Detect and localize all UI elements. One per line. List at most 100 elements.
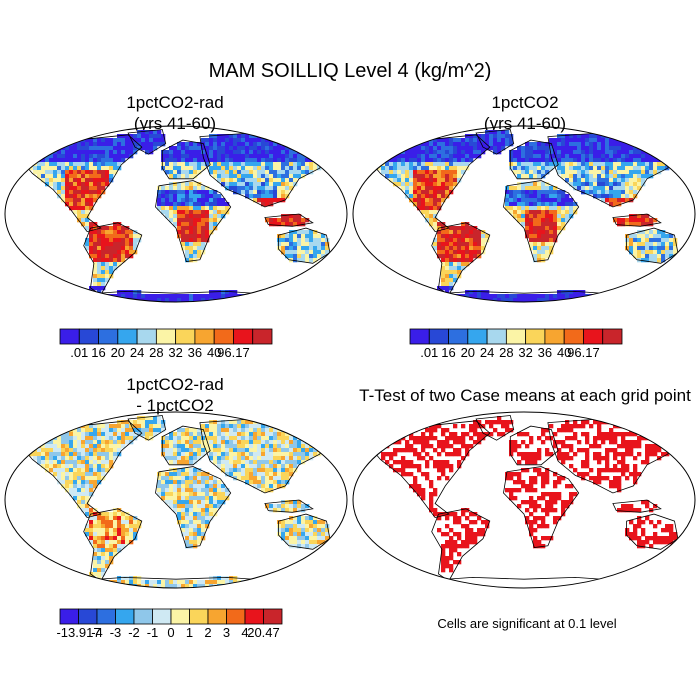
colorbar-3-tick-label: -2 — [128, 625, 140, 640]
map-cells-1 — [25, 130, 330, 302]
coastline-africa — [155, 180, 232, 262]
coastline-greenland — [127, 129, 167, 155]
colorbar-1-box — [194, 328, 215, 345]
coastline-indonesia — [612, 213, 662, 227]
colorbar-1-box — [155, 328, 177, 345]
coastline-north-america — [21, 134, 143, 233]
colorbar-1-box — [98, 328, 119, 345]
coastline-australia — [278, 513, 331, 550]
significance-footnote: Cells are significant at 0.1 level — [437, 616, 617, 631]
panel-title-3-line-2: - 1pctCO2 — [136, 396, 214, 415]
colorbar-1-box — [78, 328, 99, 345]
colorbar-2-box — [428, 328, 449, 345]
colorbar-1-box — [136, 328, 157, 345]
coastline-europe — [509, 139, 559, 180]
colorbar-3-box — [115, 608, 135, 625]
colorbar-3-box — [244, 608, 264, 625]
coastline-indonesia — [612, 499, 662, 513]
colorbar-3-tick-label: -4 — [91, 625, 103, 640]
colorbar-1-box — [117, 328, 138, 345]
panel-title-4: T-Test of two Case means at each grid po… — [350, 385, 700, 406]
map-cells-4 — [373, 416, 678, 573]
colorbar-1-box — [213, 328, 234, 345]
colorbar-1-tick-label: 36 — [188, 345, 202, 360]
colorbar-1-tick-label: 20 — [111, 345, 125, 360]
panel-title-2-line-2: (yrs 41-60) — [483, 114, 567, 133]
panel-title-3: 1pctCO2-rad - 1pctCO2 — [5, 374, 345, 416]
colorbar-3-box — [189, 608, 209, 625]
coastline-south-america — [431, 222, 491, 296]
map-panel-3 — [4, 411, 348, 589]
colorbar-2-tick-label: 96.17 — [567, 345, 600, 360]
map-cells-2 — [373, 130, 678, 302]
colorbar-2-box — [505, 328, 527, 345]
colorbar-1-tick-label: 32 — [168, 345, 182, 360]
main-title: MAM SOILLIQ Level 4 (kg/m^2) — [208, 60, 492, 82]
colorbar-1-tick-label: 16 — [91, 345, 105, 360]
colorbar-1-tick-label: 28 — [149, 345, 163, 360]
coastline-antarctica — [420, 576, 628, 588]
coastline-greenland — [475, 129, 515, 155]
coastline-north-america — [21, 420, 143, 519]
colorbar-2-tick-label: 40 — [557, 345, 571, 360]
colorbar-1-box — [233, 328, 254, 345]
colorbar-2-tick-label: 24 — [480, 345, 494, 360]
coastline-south-america — [83, 222, 143, 296]
map-cells-3 — [25, 416, 330, 588]
colorbar-3-tick-label: 0 — [167, 625, 174, 640]
colorbar-2-box — [486, 328, 507, 345]
colorbar-2-tick-label: .01 — [420, 345, 438, 360]
colorbar-3-box — [78, 608, 98, 625]
colorbar-1-box — [175, 328, 196, 345]
coastline-africa — [503, 466, 580, 548]
coastline-africa — [155, 466, 232, 548]
colorbar-3-box — [152, 608, 172, 625]
coastline-north-america — [369, 420, 491, 519]
colorbar-2-box — [448, 328, 469, 345]
map-frame-4 — [352, 411, 696, 589]
coastline-greenland — [475, 415, 515, 441]
map-frame-3 — [4, 411, 348, 589]
colorbar-3-tick-label: 4 — [241, 625, 248, 640]
coastline-south-america — [431, 508, 491, 582]
coastline-greenland — [127, 415, 167, 441]
colorbar-3-box — [59, 608, 79, 625]
colorbar-2-tick-label: 28 — [499, 345, 513, 360]
colorbar-3-tick-label: 20.47 — [247, 625, 280, 640]
panel-title-2: 1pctCO2 (yrs 41-60) — [355, 92, 695, 134]
colorbar-3-tick-label: 1 — [186, 625, 193, 640]
colorbar-3-box — [263, 608, 283, 625]
colorbar-2-box — [563, 328, 584, 345]
panel-title-3-line-1: 1pctCO2-rad — [126, 375, 224, 394]
colorbar-2-box — [602, 328, 623, 345]
colorbar-1-tick-label: 96.17 — [217, 345, 250, 360]
colorbar-3-box — [133, 608, 153, 625]
colorbar-2-box — [467, 328, 488, 345]
colorbar-2-box — [583, 328, 604, 345]
colorbar-3-box — [170, 608, 190, 625]
coastline-indonesia — [264, 213, 314, 227]
colorbar-3-tick-label: -13.917 — [56, 625, 100, 640]
colorbar-3-box — [226, 608, 246, 625]
colorbar-2-tick-label: 16 — [441, 345, 455, 360]
colorbar-2-box — [409, 328, 430, 345]
map-frame-1 — [4, 125, 348, 303]
colorbar-1-box — [252, 328, 273, 345]
colorbar-2-tick-label: 32 — [518, 345, 532, 360]
panel-title-1-line-1: 1pctCO2-rad — [126, 93, 224, 112]
colorbar-3-tick-label: -3 — [110, 625, 122, 640]
colorbar-3: -13.917-4 -3 -2 -1 0 1 2 3 420.47 — [56, 608, 283, 640]
map-frame-2 — [352, 125, 696, 303]
coastline-europe — [509, 425, 559, 466]
coastline-australia — [626, 227, 679, 264]
colorbar-2-box — [525, 328, 546, 345]
colorbar-1-tick-label: 40 — [207, 345, 221, 360]
colorbar-2-tick-label: 20 — [461, 345, 475, 360]
colorbar-3-box — [96, 608, 116, 625]
coastline-africa — [503, 180, 580, 262]
colorbar-3-box — [207, 608, 227, 625]
